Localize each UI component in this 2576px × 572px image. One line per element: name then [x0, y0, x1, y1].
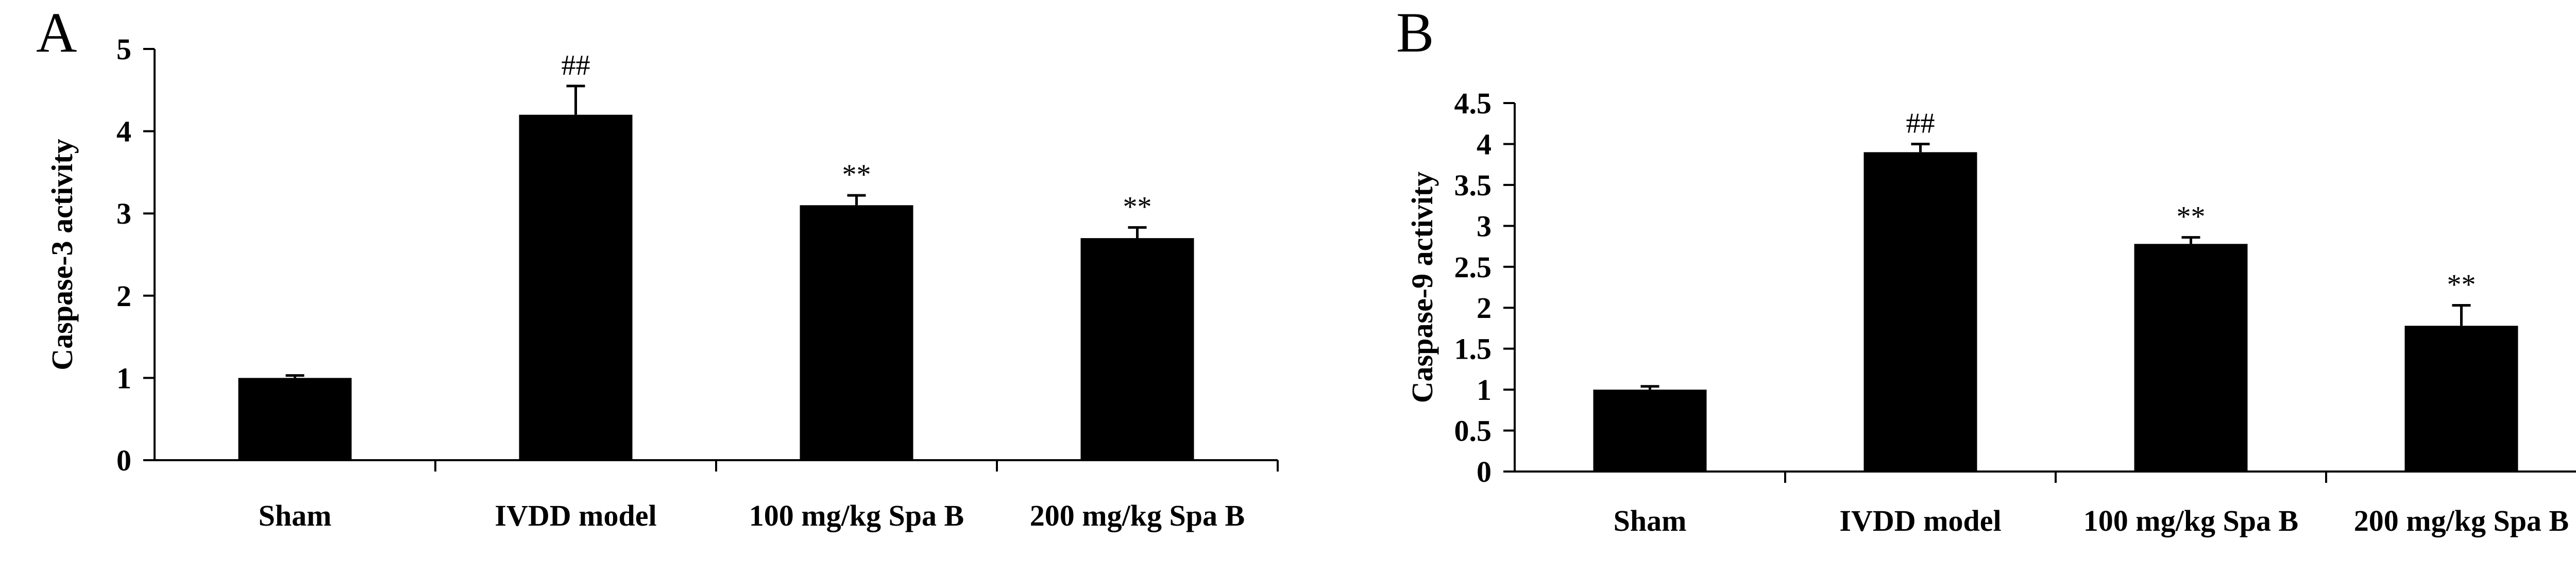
bar-2: [1863, 152, 1977, 472]
y-tick-label: 4: [1477, 127, 1492, 161]
y-tick-label: 2: [1477, 291, 1492, 325]
y-tick-label: 1: [116, 361, 131, 395]
y-axis-title: Caspase-3 activity: [45, 139, 79, 370]
y-tick-label: 0: [1477, 455, 1492, 489]
panel-letter-b: B: [1396, 1, 1434, 64]
bar-3: [2134, 244, 2248, 472]
x-category-label: Sham: [1614, 504, 1687, 537]
y-tick-label: 4.5: [1454, 87, 1492, 120]
plot-area-a: 0 1 2 3 4 5 Caspase-3 activity Sham ## IVDD model…: [45, 32, 1279, 532]
x-category-label: Sham: [259, 499, 332, 532]
y-tick-label: 0: [116, 444, 131, 477]
x-category-label: IVDD model: [1839, 504, 2001, 537]
x-category-label: 100 mg/kg Spa B: [749, 499, 964, 532]
y-tick-label: 3: [1477, 209, 1492, 243]
x-category-label: 200 mg/kg Spa B: [1030, 499, 1245, 532]
y-tick-label: 3.5: [1454, 169, 1492, 202]
panel-letter-a: A: [36, 1, 77, 64]
bar-2: [519, 114, 633, 460]
significance-label: **: [1123, 191, 1152, 223]
plot-area-b: 0 0.5 1 1.5 2 2.5 3 3.5 4 4.5 Caspase-9 activity Sh…: [1405, 87, 2576, 537]
significance-label: **: [842, 159, 871, 191]
y-tick-label: 2.5: [1454, 250, 1492, 284]
bar-3: [800, 205, 913, 460]
chart-panel-b: B 0 0.5 1 1.5 2 2.5 3 3.5 4 4.5 Caspase-9 activity…: [1396, 1, 2576, 537]
x-category-label: 100 mg/kg Spa B: [2083, 504, 2298, 537]
y-tick-label: 2: [116, 279, 131, 313]
y-tick-label: 1: [1477, 373, 1492, 407]
x-category-label: 200 mg/kg Spa B: [2354, 504, 2569, 537]
y-axis-title: Caspase-9 activity: [1405, 172, 1439, 403]
y-tick-label: 0.5: [1454, 414, 1492, 448]
y-tick-label: 1.5: [1454, 332, 1492, 366]
significance-label: ##: [562, 49, 590, 81]
y-tick-label: 5: [116, 32, 131, 66]
x-category-label: IVDD model: [495, 499, 656, 532]
bar-4: [2404, 326, 2518, 472]
significance-label: **: [2447, 268, 2476, 300]
bar-1: [238, 378, 352, 460]
y-tick-label: 4: [116, 115, 131, 148]
significance-label: ##: [1906, 107, 1935, 139]
chart-panel-a: A 0 1 2 3 4 5 Caspase-3 activity Sham ## IVDD mod…: [36, 1, 1279, 532]
significance-label: **: [2177, 201, 2206, 233]
y-tick-label: 3: [116, 197, 131, 230]
bar-1: [1593, 390, 1707, 472]
bar-4: [1080, 238, 1194, 460]
